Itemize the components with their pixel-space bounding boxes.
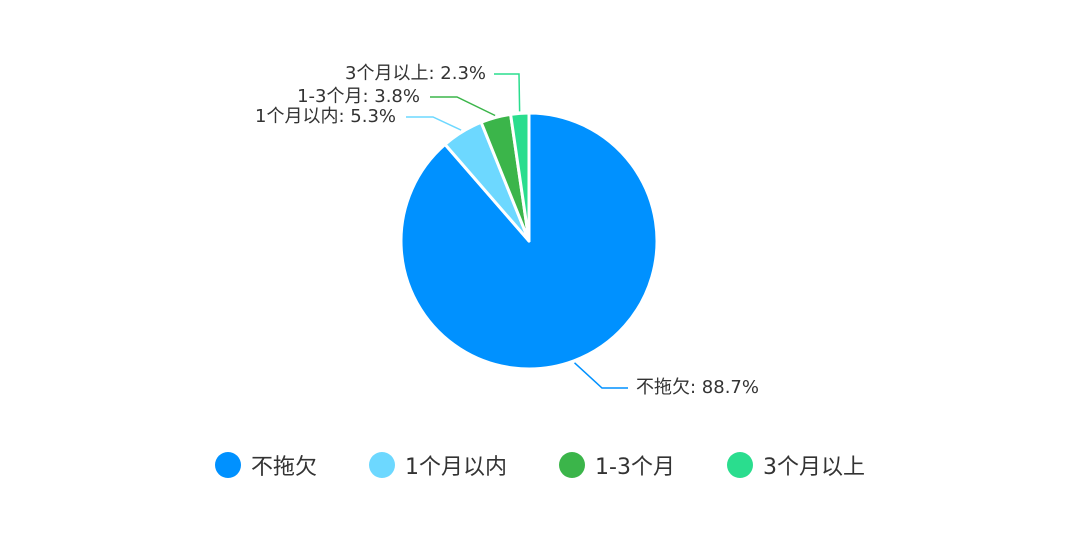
leader-line-1 <box>406 116 462 131</box>
legend: 不拖欠 1个月以内 1-3个月 3个月以上 <box>0 440 1080 490</box>
slice-label-1: 1个月以内: 5.3% <box>255 106 396 127</box>
legend-item-1[interactable]: 1个月以内 <box>369 449 507 481</box>
pie-slices <box>399 111 659 371</box>
leader-line-2 <box>430 96 496 117</box>
legend-item-3[interactable]: 3个月以上 <box>726 449 865 481</box>
slice-labels: 不拖欠: 88.7% 1个月以内: 5.3%1-3个月: 3.8%3个月以上: 2… <box>255 63 759 398</box>
slice-label-2: 1-3个月: 3.8% <box>297 86 420 107</box>
leader-line-3 <box>494 73 521 112</box>
slice-label-0: 不拖欠: 88.7% <box>636 377 759 398</box>
leader-lines <box>406 73 628 389</box>
legend-item-2[interactable]: 1-3个月 <box>559 449 675 481</box>
legend-marker-3 <box>726 452 753 478</box>
legend-label-0: 不拖欠 <box>251 455 318 480</box>
legend-marker-2 <box>559 452 586 478</box>
legend-label-1: 1个月以内 <box>405 455 508 480</box>
legend-marker-0 <box>215 452 242 478</box>
legend-label-2: 1-3个月 <box>595 455 675 480</box>
legend-marker-1 <box>369 452 396 478</box>
legend-item-0[interactable]: 不拖欠 <box>215 449 317 481</box>
legend-label-3: 3个月以上 <box>762 455 865 480</box>
leader-line-0 <box>574 362 628 389</box>
slice-3[interactable] <box>509 111 531 243</box>
slice-label-3: 3个月以上: 2.3% <box>345 63 486 84</box>
